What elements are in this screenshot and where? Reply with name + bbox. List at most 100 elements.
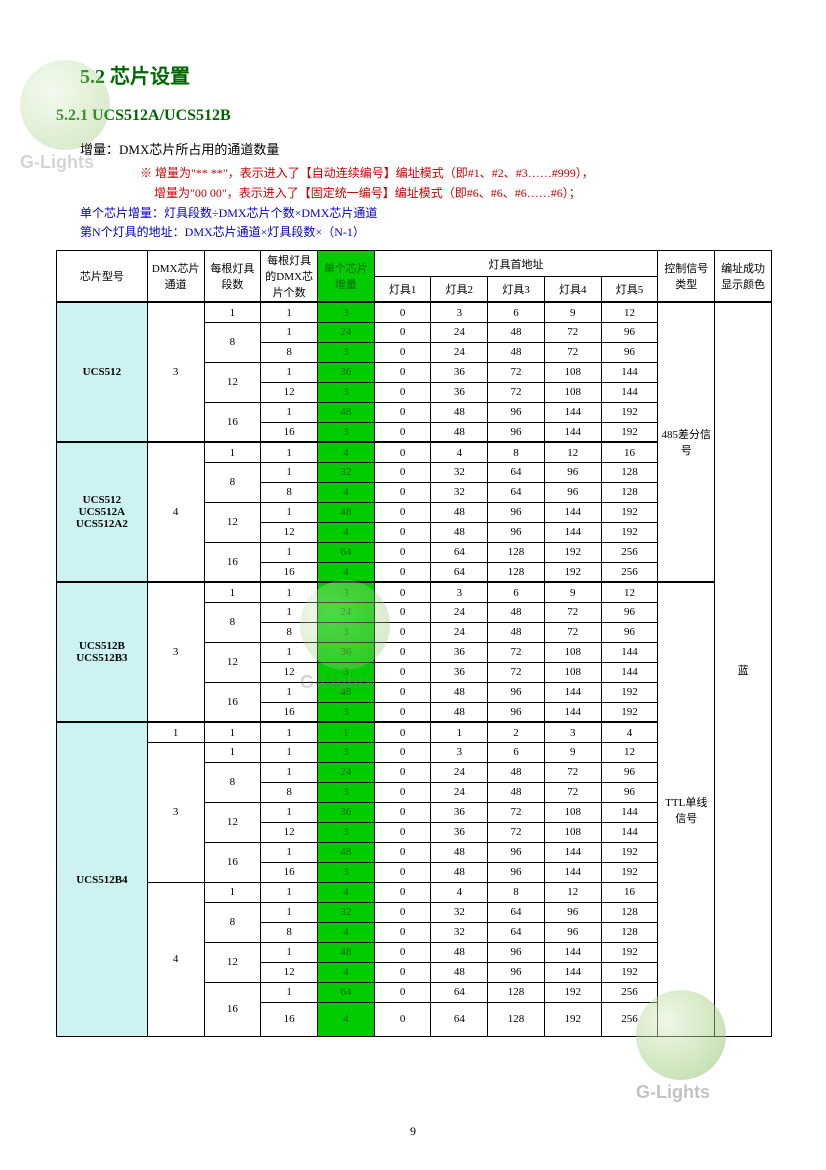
cell: 1 (261, 882, 318, 902)
cell: 12 (261, 662, 318, 682)
cell: 3 (544, 722, 601, 742)
cell: 128 (488, 562, 545, 582)
cell: 3 (317, 822, 374, 842)
cell: 72 (488, 362, 545, 382)
cell: 12 (601, 582, 658, 602)
cell: 96 (488, 942, 545, 962)
cell: 32 (431, 922, 488, 942)
cell: 8 (261, 622, 318, 642)
cell: 1 (261, 302, 318, 322)
cell: 0 (374, 342, 431, 362)
cell: 128 (488, 542, 545, 562)
cell: 1 (261, 582, 318, 602)
cell: 144 (544, 402, 601, 422)
cell: 48 (431, 862, 488, 882)
formula-text: 单个芯片增量：灯具段数÷DMX芯片个数×DMX芯片通道 (80, 204, 776, 223)
cell: 0 (374, 482, 431, 502)
cell: 1 (261, 842, 318, 862)
cell: 16 (204, 402, 261, 442)
cell: 0 (374, 562, 431, 582)
cell: 0 (374, 442, 431, 462)
cell: 1 (261, 542, 318, 562)
cell: 0 (374, 542, 431, 562)
cell: 64 (317, 542, 374, 562)
cell: 108 (544, 662, 601, 682)
cell: 3 (431, 742, 488, 762)
cell: 0 (374, 842, 431, 862)
cell: 24 (431, 322, 488, 342)
cell: 0 (374, 642, 431, 662)
cell: 0 (374, 982, 431, 1002)
cell: 96 (488, 962, 545, 982)
cell: 1 (261, 402, 318, 422)
cell: 48 (488, 602, 545, 622)
cell: 24 (317, 322, 374, 342)
cell: 96 (488, 502, 545, 522)
cell: 48 (488, 762, 545, 782)
cell: 96 (601, 322, 658, 342)
cell: 16 (261, 862, 318, 882)
cell: 12 (204, 942, 261, 982)
table-row: UCS5123113036912485差分信号蓝 (57, 302, 772, 322)
cell: 12 (204, 502, 261, 542)
cell: 3 (317, 862, 374, 882)
cell: 0 (374, 942, 431, 962)
cell: 3 (317, 302, 374, 322)
cell: 4 (431, 442, 488, 462)
cell: 64 (431, 562, 488, 582)
cell: 96 (601, 342, 658, 362)
cell: 128 (601, 902, 658, 922)
cell: 1 (261, 442, 318, 462)
cell: 36 (317, 642, 374, 662)
cell: 1 (261, 362, 318, 382)
subsection-title: 5.2.1 UCS512A/UCS512B (56, 107, 776, 125)
cell: 48 (431, 522, 488, 542)
cell: 48 (317, 402, 374, 422)
cell: 24 (431, 342, 488, 362)
cell: 1 (261, 742, 318, 762)
col-l3: 灯具3 (488, 277, 545, 303)
cell: 12 (204, 802, 261, 842)
cell: 0 (374, 962, 431, 982)
cell: 144 (544, 422, 601, 442)
cell: 0 (374, 922, 431, 942)
col-l5: 灯具5 (601, 277, 658, 303)
cell: 8 (204, 902, 261, 942)
cell: 1 (261, 942, 318, 962)
cell: 72 (544, 762, 601, 782)
cell: 16 (261, 422, 318, 442)
cell: 0 (374, 322, 431, 342)
cell: 16 (601, 442, 658, 462)
col-seg: 每根灯具段数 (204, 251, 261, 303)
cell: 4 (431, 882, 488, 902)
cell: 144 (601, 802, 658, 822)
cell: 192 (544, 542, 601, 562)
cell: 48 (317, 502, 374, 522)
cell: 0 (374, 862, 431, 882)
cell: 32 (431, 902, 488, 922)
note-text: ※ 增量为"** **"，表示进入了【自动连续编号】编址模式（即#1、#2、#3… (140, 164, 776, 182)
cell: 144 (544, 502, 601, 522)
cell: 192 (601, 702, 658, 722)
cell: 3 (317, 662, 374, 682)
cell: 36 (317, 802, 374, 822)
cell: 4 (317, 562, 374, 582)
cell: 72 (544, 622, 601, 642)
cell: 3 (317, 702, 374, 722)
formula-text: 第N个灯具的地址：DMX芯片通道×灯具段数×（N-1） (80, 223, 776, 242)
cell: 0 (374, 662, 431, 682)
cell: 8 (488, 442, 545, 462)
cell: 4 (317, 922, 374, 942)
cell: 108 (544, 642, 601, 662)
cell: 6 (488, 582, 545, 602)
cell: 96 (601, 762, 658, 782)
cell: 72 (488, 382, 545, 402)
cell: 12 (204, 362, 261, 402)
cell: 48 (488, 342, 545, 362)
cell: 0 (374, 802, 431, 822)
cell: 128 (601, 482, 658, 502)
cell: 128 (601, 922, 658, 942)
cell: 72 (488, 642, 545, 662)
cell: 0 (374, 722, 431, 742)
cell: 0 (374, 782, 431, 802)
